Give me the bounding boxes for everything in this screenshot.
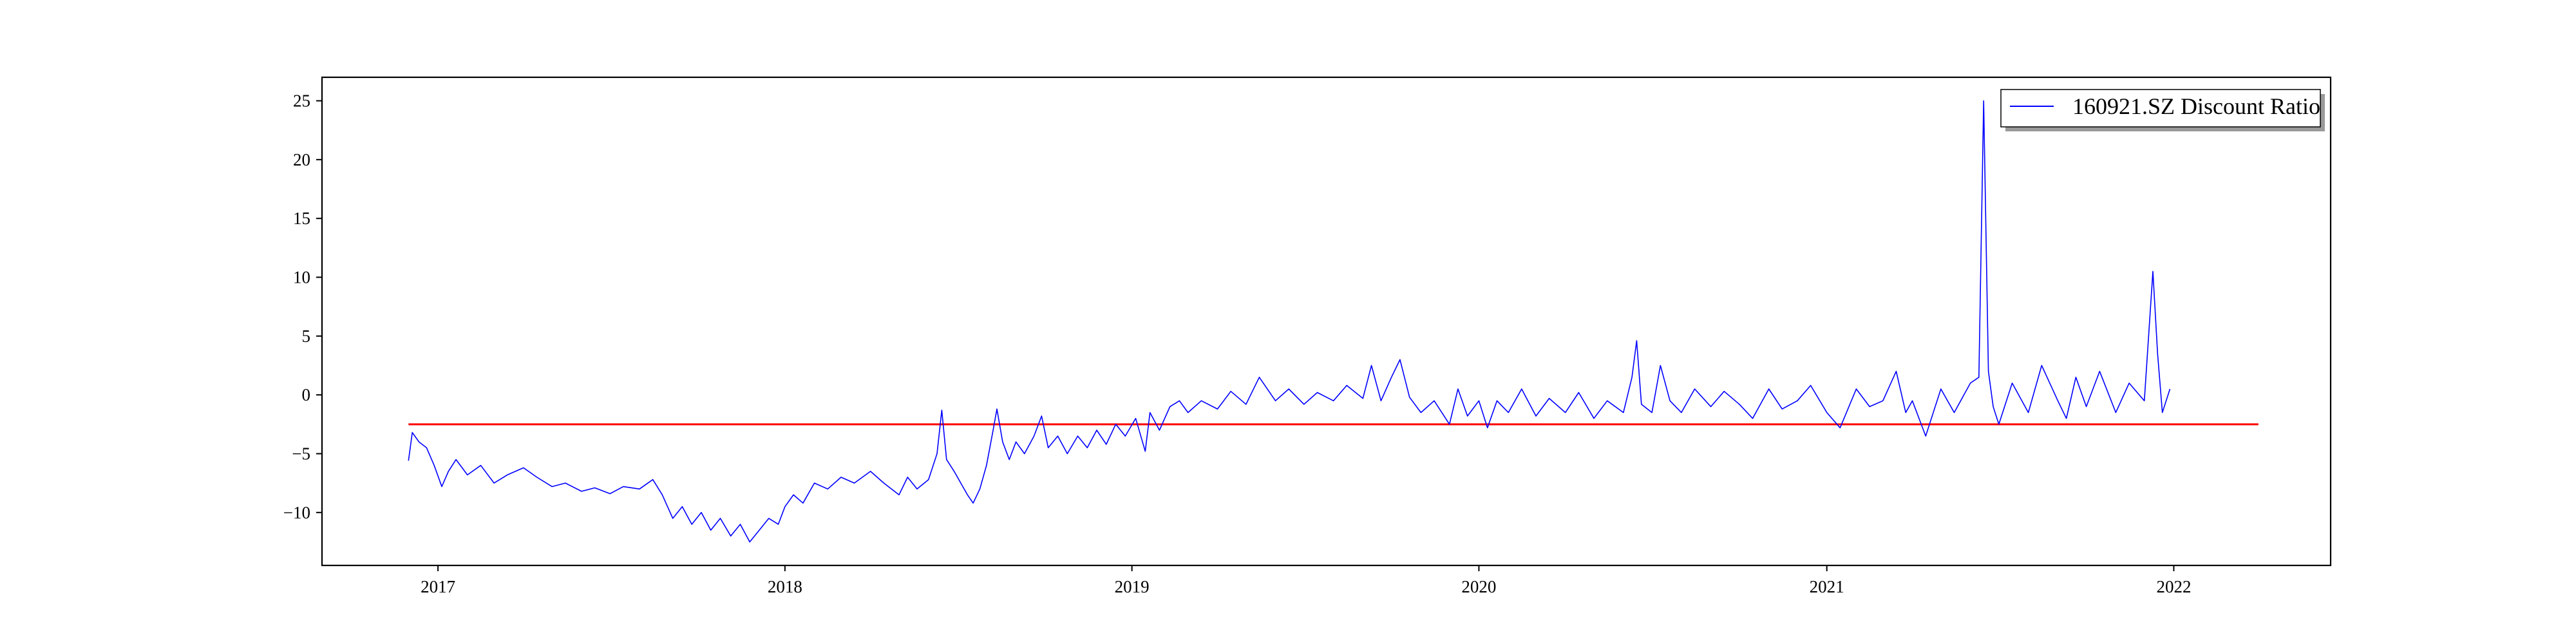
x-tick-label: 2019 — [1115, 577, 1150, 596]
series-line — [408, 100, 2171, 543]
plot-area — [408, 100, 2259, 543]
legend: 160921.SZ Discount Ratio — [2000, 89, 2325, 131]
plot-frame — [321, 76, 2332, 567]
x-tick-label: 2021 — [1810, 577, 1844, 596]
x-tick-label: 2022 — [2156, 577, 2191, 596]
legend-label: 160921.SZ Discount Ratio — [2072, 93, 2320, 119]
y-tick-label: −5 — [292, 444, 310, 463]
y-tick-label: 5 — [302, 327, 311, 346]
x-tick-label: 2017 — [421, 577, 455, 596]
y-tick-label: 0 — [302, 385, 311, 404]
y-tick-label: 10 — [293, 268, 310, 287]
y-tick-label: −10 — [283, 503, 310, 522]
y-tick-label: 25 — [293, 91, 310, 111]
y-tick-label: 20 — [293, 150, 310, 169]
legend-box — [2000, 89, 2321, 128]
y-tick-label: 15 — [293, 209, 310, 228]
y-axis: 25 20 15 10 5 0 −5 −10 — [283, 91, 322, 522]
x-tick-label: 2020 — [1461, 577, 1496, 596]
x-axis: 2017 2018 2019 2020 2021 2022 — [421, 565, 2191, 596]
x-tick-label: 2018 — [768, 577, 802, 596]
